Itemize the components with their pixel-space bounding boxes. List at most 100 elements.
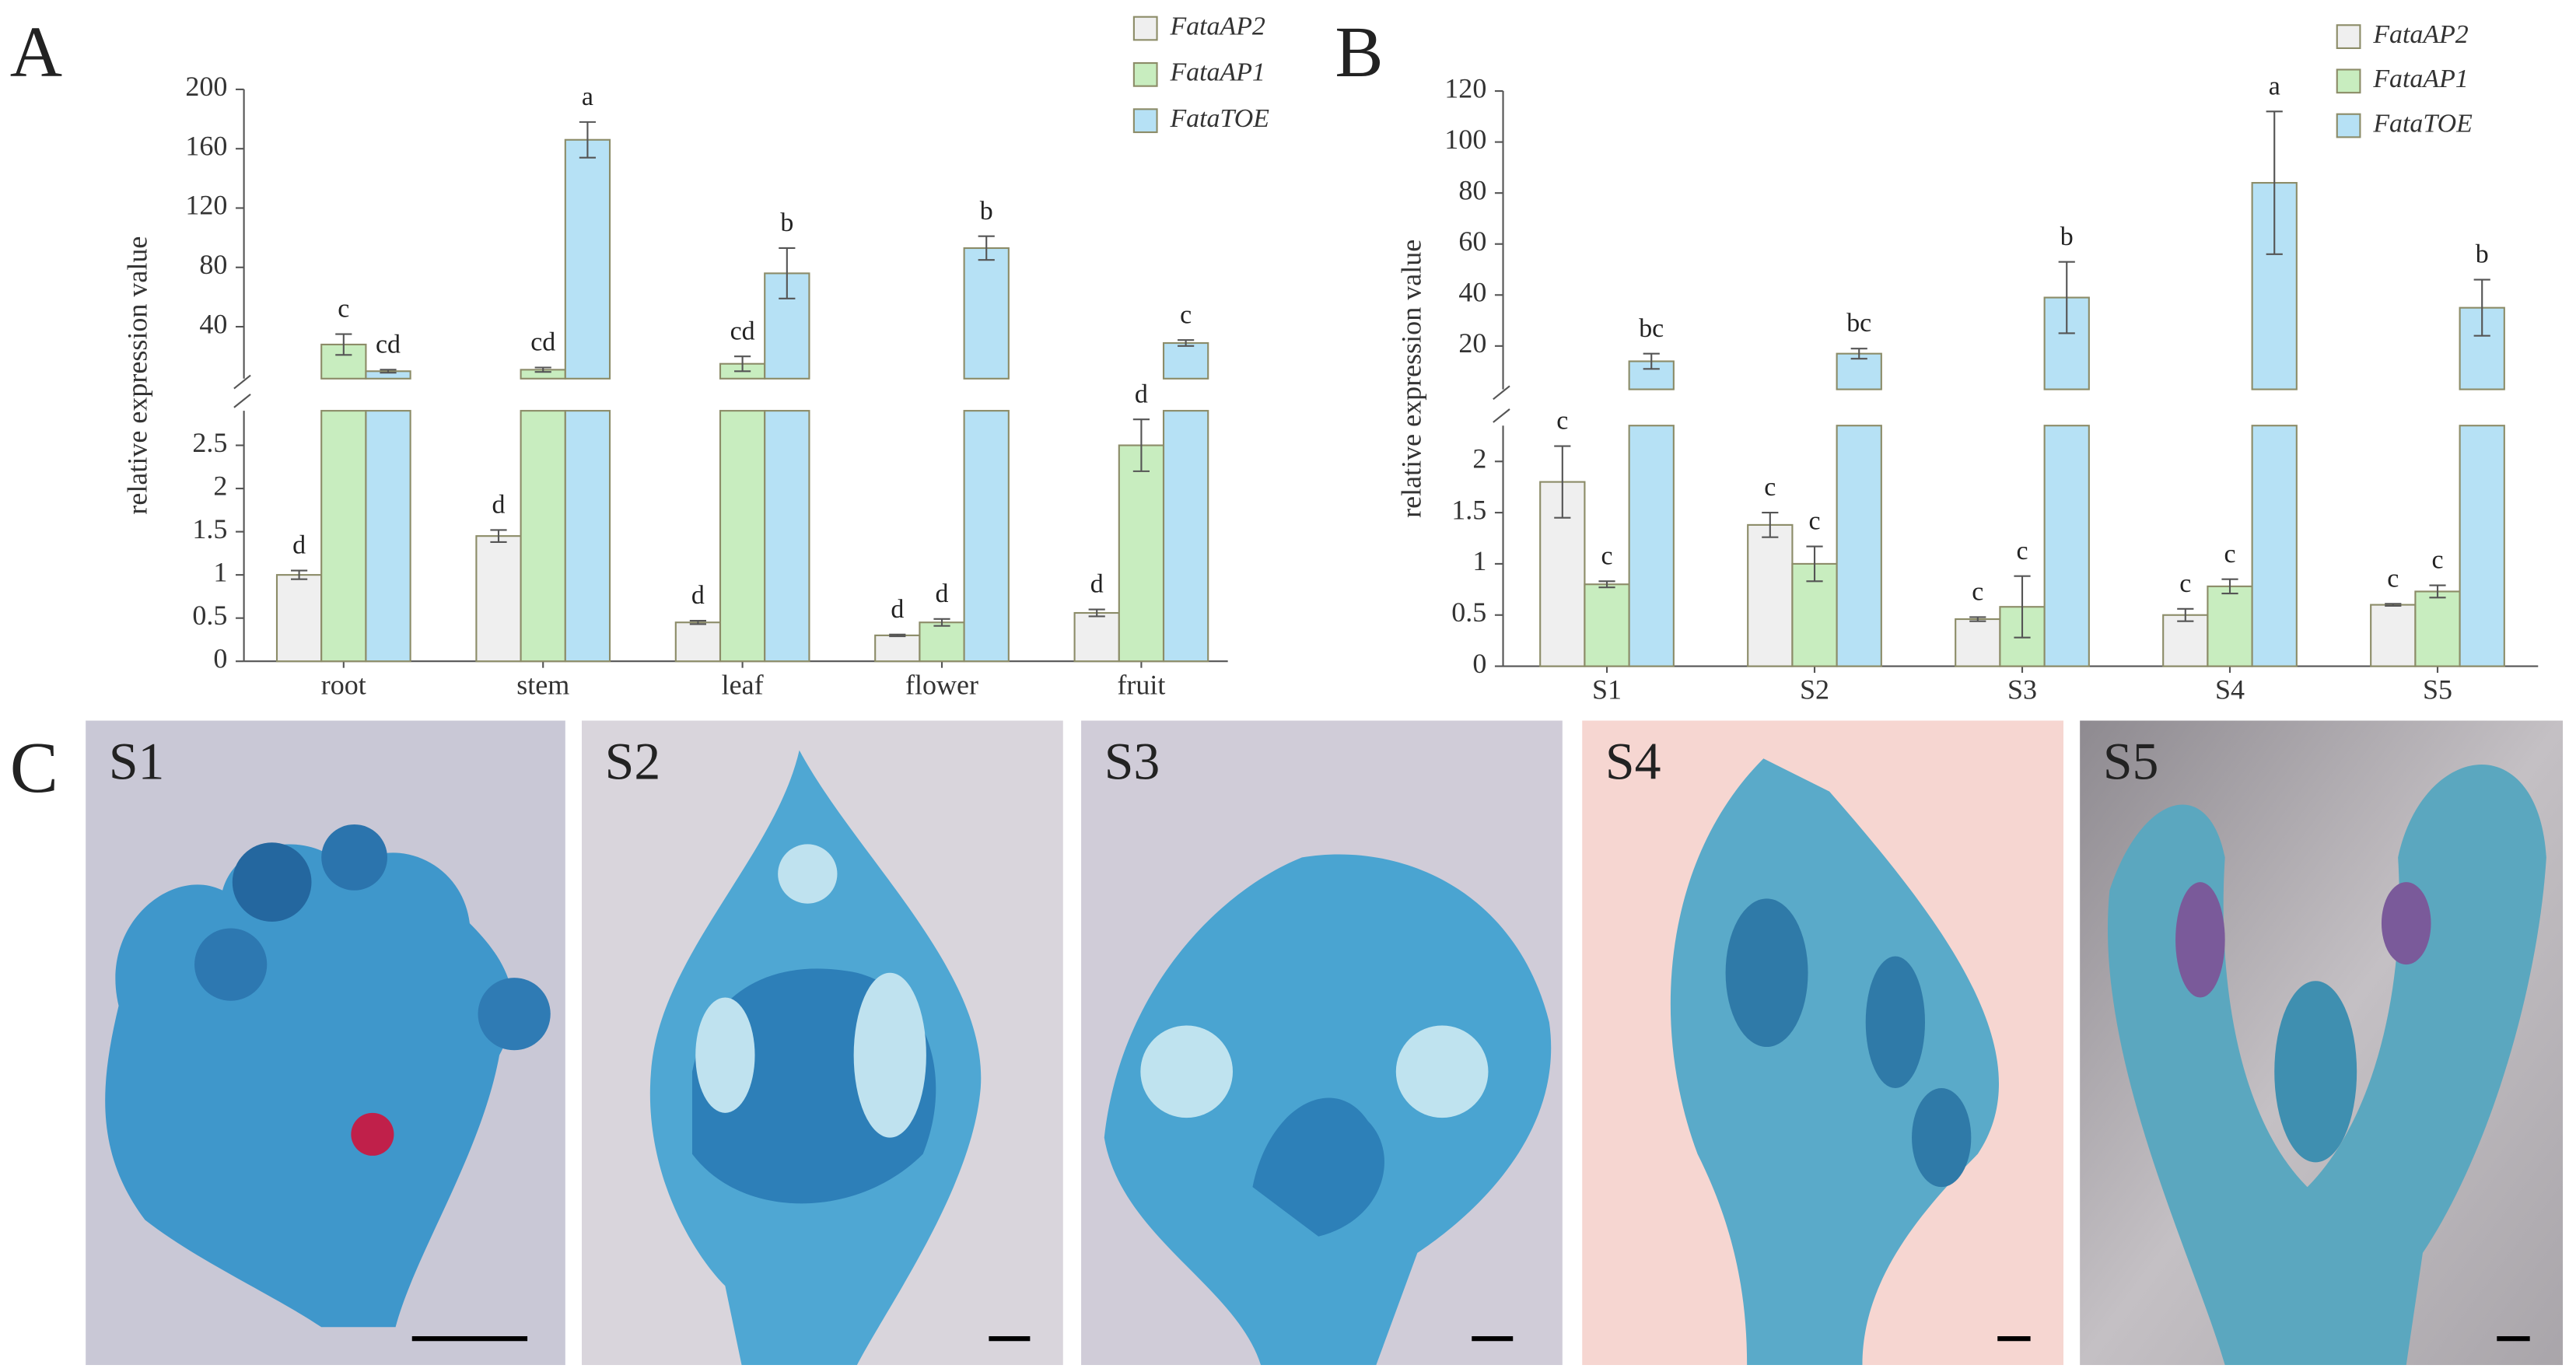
bar (1955, 618, 2001, 667)
panel-label: B (1335, 12, 1383, 93)
legend-label: FataTOE (1169, 104, 1269, 133)
bar (1628, 425, 1675, 667)
y-tick-label: 0.5 (192, 600, 227, 631)
legend-swatch (2336, 24, 2361, 50)
bar (564, 138, 611, 380)
micrograph-s5 (2080, 720, 2564, 1366)
significance-letter: c (2016, 537, 2028, 565)
x-tick-label: S5 (2423, 674, 2452, 705)
significance-letter: d (691, 581, 705, 610)
tissue (321, 824, 387, 891)
tissue (1252, 1097, 1384, 1237)
micrograph-s1 (86, 720, 565, 1366)
tissue (351, 1112, 394, 1156)
bar (963, 247, 1010, 380)
x-tick-label: fruit (1117, 669, 1165, 700)
y-tick-label: 1.5 (192, 513, 227, 544)
tissue (478, 978, 551, 1051)
legend-swatch (2336, 113, 2361, 138)
legend-swatch (1132, 61, 1158, 87)
legend-swatch (1132, 108, 1158, 134)
y-tick-label: 2 (1472, 443, 1486, 474)
significance-letter: c (2387, 564, 2399, 593)
bar (1836, 425, 1882, 667)
stage-label: S4 (1605, 732, 1661, 790)
bar (320, 410, 367, 663)
y-tick-label: 160 (185, 130, 227, 161)
significance-letter: a (582, 82, 593, 111)
tissue (1395, 1025, 1489, 1118)
y-tick-label: 60 (1458, 226, 1486, 257)
y-axis-label: relative expression value (1395, 240, 1426, 518)
y-tick-label: 1.5 (1451, 494, 1486, 525)
significance-letter: d (1090, 570, 1104, 599)
panel-label: A (10, 12, 62, 93)
significance-letter: c (1180, 300, 1192, 329)
legend-swatch (2336, 68, 2361, 94)
tissue (695, 997, 755, 1113)
stage-label: S2 (605, 732, 661, 790)
bar (963, 410, 1010, 663)
y-tick-label: 0 (1472, 648, 1486, 679)
y-tick-label: 1 (213, 556, 227, 587)
bar (1747, 523, 1794, 667)
tissue (2175, 882, 2225, 998)
significance-letter: c (1972, 577, 1983, 606)
legend-label: FataAP1 (1169, 58, 1265, 87)
bar (1162, 341, 1209, 380)
y-tick-label: 2.5 (192, 427, 227, 458)
micrographs (86, 720, 2564, 1366)
micrograph-s3 (1081, 720, 1563, 1366)
y-tick-label: 40 (1458, 277, 1486, 308)
tissue (2274, 981, 2357, 1163)
bar (275, 574, 323, 663)
significance-letter: b (980, 197, 993, 226)
significance-letter: cd (530, 328, 555, 357)
bar (2162, 614, 2209, 667)
bar (674, 621, 722, 663)
significance-letter: c (1808, 507, 1820, 536)
y-tick-label: 0 (213, 642, 227, 674)
axis-break (1493, 385, 1510, 401)
y-tick-label: 1 (1472, 545, 1486, 576)
x-tick-label: stem (516, 669, 569, 700)
x-tick-label: S1 (1592, 674, 1622, 705)
tissue (1865, 956, 1925, 1089)
y-axis-label: relative expression value (121, 236, 152, 515)
stage-label: S1 (109, 732, 165, 790)
significance-letter: cd (376, 330, 401, 359)
y-tick-label: 100 (1444, 124, 1486, 155)
stage-label: S3 (1104, 732, 1160, 790)
bar (2043, 425, 2090, 667)
tissue (2381, 882, 2431, 965)
significance-letter: b (780, 208, 793, 237)
significance-letter: c (2224, 540, 2235, 569)
bar (874, 634, 921, 663)
bar (365, 410, 411, 663)
legend-label: FataTOE (2372, 109, 2473, 138)
significance-letter: c (2431, 546, 2443, 575)
significance-letter: d (891, 595, 904, 624)
significance-letter: a (2269, 72, 2280, 100)
bar (719, 410, 766, 663)
significance-letter: cd (730, 317, 755, 345)
y-tick-label: 120 (185, 190, 227, 221)
y-tick-label: 200 (185, 71, 227, 102)
tissue (778, 844, 838, 904)
y-tick-label: 20 (1458, 327, 1486, 359)
legend-label: FataAP1 (2372, 65, 2468, 93)
significance-letter: d (1135, 380, 1148, 408)
tissue (232, 842, 312, 922)
bar (1584, 583, 1630, 667)
y-tick-label: 2 (213, 470, 227, 501)
bar (2207, 585, 2253, 667)
bar (2414, 590, 2461, 667)
legend-label: FataAP2 (1169, 12, 1265, 40)
bar (2251, 425, 2298, 667)
y-tick-label: 40 (199, 308, 227, 339)
bar (2459, 425, 2505, 667)
bar (1118, 444, 1165, 663)
significance-letter: c (2179, 569, 2191, 598)
bar (919, 621, 965, 663)
